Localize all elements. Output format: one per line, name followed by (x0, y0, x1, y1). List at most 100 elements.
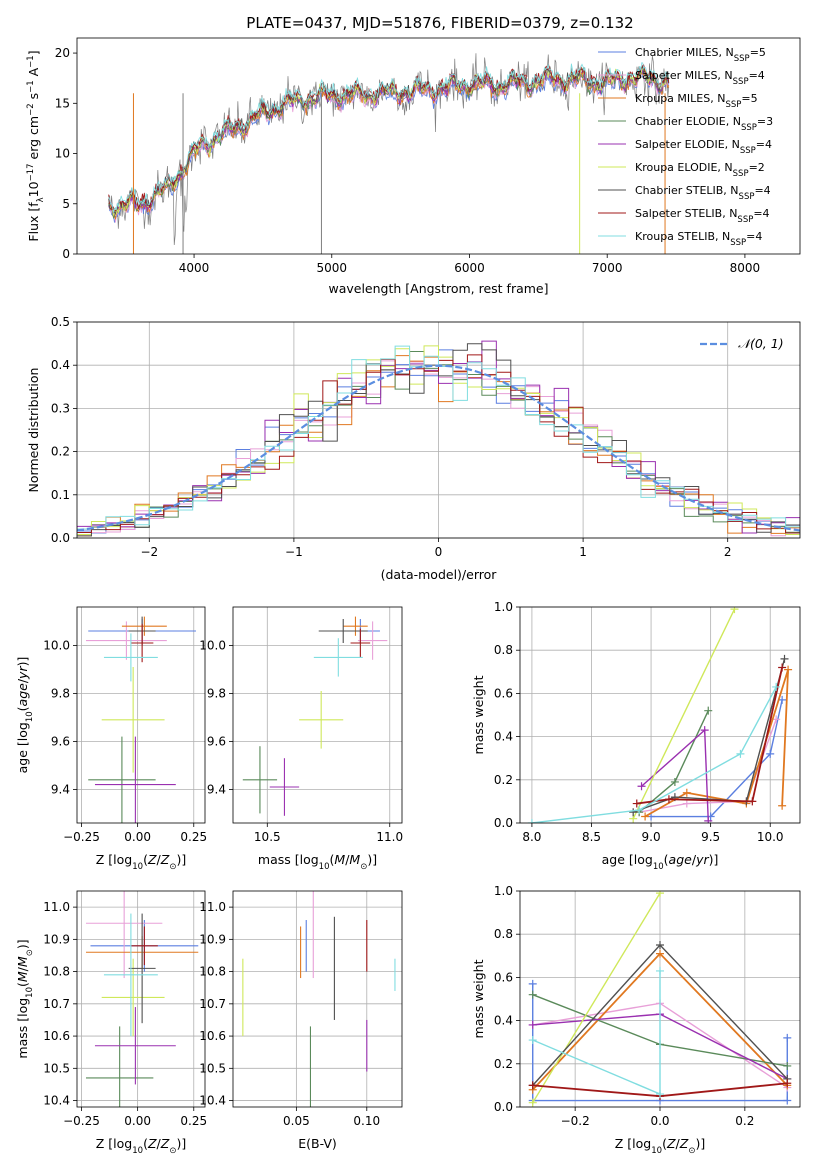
y-tick-label: 10.4 (199, 1094, 226, 1108)
mass-weight-line (641, 728, 709, 821)
y-axis-label: age [log10(age/yr)] (15, 657, 35, 774)
x-tick-label: 0.00 (124, 1114, 151, 1128)
y-tick-label: 5 (62, 197, 70, 211)
y-tick-label: 10.5 (43, 1061, 70, 1075)
y-tick-label: 0.2 (494, 1057, 513, 1071)
y-tick-label: 10.4 (43, 1094, 70, 1108)
axes-frame (76, 606, 206, 824)
y-tick-label: 0.2 (51, 445, 70, 459)
x-tick-label: −0.2 (561, 1114, 590, 1128)
mass-weight-marker (783, 1096, 792, 1105)
y-axis-label: mass [log10(M/M⊙)] (15, 939, 35, 1058)
mass-weight-marker (527, 819, 536, 823)
y-tick-label: 10.0 (43, 638, 70, 652)
legend-entry: Kroupa ELODIE, NSSP=2 (635, 161, 765, 179)
y-axis-label: mass weight (471, 959, 486, 1038)
x-tick-label: 6000 (454, 261, 485, 275)
mass-weight-marker (641, 812, 650, 821)
y-tick-label: 0.3 (51, 401, 70, 415)
y-tick-label: 0.2 (494, 773, 513, 787)
panel-mass_vs_EBV: 0.05 0.10 10.4 10.5 10.6 10.7 10.8 10.9 11.0 E(B-… (199, 890, 403, 1151)
mass-weight-line (532, 970, 661, 1096)
y-tick-label: 0.0 (494, 816, 513, 830)
mass-weight-marker (528, 990, 537, 999)
y-tick-label: 10.7 (43, 997, 70, 1011)
x-tick-label: −2 (140, 545, 158, 559)
mass-weight-marker (670, 777, 679, 786)
mass-weight-marker (528, 979, 537, 988)
mass-weight-marker (682, 799, 691, 808)
x-axis-label: mass [log10(M/M⊙)] (258, 852, 377, 872)
mass-weight-marker (783, 1079, 792, 1088)
mass-weight-marker (682, 788, 691, 797)
x-tick-label: 0 (435, 545, 443, 559)
mass-weight-marker (637, 782, 646, 791)
axes-frame (232, 606, 403, 824)
x-tick-label: 11.0 (376, 830, 403, 844)
y-tick-label: 0.8 (494, 927, 513, 941)
x-axis-label: wavelength [Angstrom, rest frame] (328, 281, 548, 296)
x-tick-label: 0.10 (353, 1114, 380, 1128)
plot-area (77, 340, 800, 538)
axes-frame (76, 890, 206, 1108)
legend-entry: Kroupa MILES, NSSP=5 (635, 92, 758, 110)
x-tick-label: 5000 (316, 261, 347, 275)
x-axis-label: E(B-V) (298, 1136, 337, 1151)
x-tick-label: 9.5 (701, 830, 720, 844)
mass-weight-marker (528, 1020, 537, 1029)
y-tick-label: 0.1 (51, 488, 70, 502)
mass-weight-marker (780, 654, 789, 663)
y-axis-label: Normed distribution (26, 368, 41, 493)
x-tick-label: 0.25 (180, 830, 207, 844)
panel-spectrum: 4000 5000 6000 7000 8000 0 5 10 15 20 wavelength [… (26, 37, 801, 296)
y-tick-label: 9.4 (51, 782, 70, 796)
x-tick-label: 0.00 (124, 830, 151, 844)
y-tick-label: 0.0 (494, 1100, 513, 1114)
mass-weight-marker (784, 665, 793, 674)
mass-weight-marker (528, 1098, 537, 1107)
mass-weight-line (532, 892, 661, 1104)
y-tick-label: 10.6 (43, 1029, 70, 1043)
mass-weight-marker (635, 806, 644, 815)
plot-area (527, 607, 793, 823)
mass-weight-marker (778, 801, 787, 810)
panel-age_vs_Z: −0.25 0.00 0.25 9.4 9.6 9.8 10.0 Z [log10(Z/Z⊙)… (15, 606, 207, 872)
y-tick-label: 11.0 (199, 900, 226, 914)
plot-area (85, 891, 199, 1107)
y-tick-label: 0.5 (51, 315, 70, 329)
x-tick-label: −0.25 (63, 830, 100, 844)
spectrum-model-line (108, 62, 670, 214)
x-axis-label: age [log10(age/yr)] (602, 852, 719, 872)
axes-frame (76, 321, 801, 539)
mass-weight-marker (632, 799, 641, 808)
mass-weight-line (636, 667, 784, 805)
x-tick-label: 0.0 (650, 1114, 669, 1128)
panel-massweight_vs_Z: −0.2 0.0 0.2 0.0 0.2 0.4 0.6 0.8 1.0 Z [log10(Z/Z… (471, 884, 801, 1156)
y-tick-label: 15 (55, 96, 70, 110)
legend-entry: Chabrier ELODIE, NSSP=3 (635, 115, 773, 133)
y-tick-label: 0.4 (494, 730, 513, 744)
mass-weight-marker (766, 749, 775, 758)
x-tick-label: 0.2 (735, 1114, 754, 1128)
y-tick-label: 9.8 (51, 686, 70, 700)
y-tick-label: 0.8 (494, 643, 513, 657)
mass-weight-line (632, 658, 786, 813)
y-tick-label: 10 (55, 147, 70, 161)
mass-weight-marker (730, 607, 739, 614)
y-tick-label: 0.0 (51, 531, 70, 545)
x-tick-label: 10.0 (757, 830, 784, 844)
y-tick-label: 10.8 (43, 965, 70, 979)
panel-age_vs_mass: 10.5 11.0 9.4 9.6 9.8 10.0 mass [log10(M/M⊙)] (199, 606, 403, 872)
mass-weight-marker (783, 1033, 792, 1042)
y-tick-label: 10.7 (199, 997, 226, 1011)
plot-area (242, 891, 396, 1107)
mass-weight-marker (736, 749, 745, 758)
normal-reference-curve (77, 364, 800, 532)
mass-weight-marker (656, 949, 664, 958)
x-tick-label: −0.25 (63, 1114, 100, 1128)
mass-weight-line (531, 686, 777, 823)
legend-entry: Salpeter STELIB, NSSP=4 (635, 207, 770, 225)
legend-entry: 𝒩(0, 1) (738, 336, 784, 351)
axes-frame (519, 890, 801, 1108)
